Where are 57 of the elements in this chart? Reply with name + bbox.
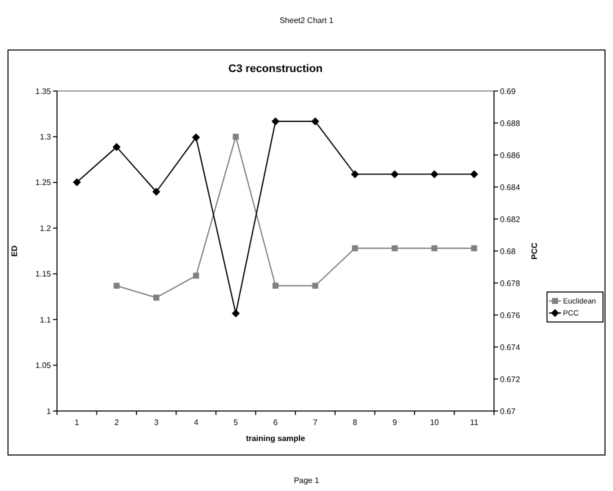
point [470, 170, 478, 178]
point [192, 133, 200, 142]
y-tick-label: 1.15 [35, 270, 52, 279]
y2-tick-label: 0.676 [500, 310, 521, 320]
x-tick-label: 8 [352, 418, 358, 427]
point [112, 143, 121, 151]
point [272, 282, 278, 289]
y2-tick-label: 0.67 [500, 406, 516, 416]
x-tick-label: 4 [194, 418, 199, 427]
point [232, 134, 239, 140]
point [72, 178, 81, 186]
x-tick-label: 3 [154, 418, 160, 427]
x-axis-title: training sample [246, 434, 306, 443]
y2-tick-label: 0.672 [500, 374, 521, 384]
point [392, 245, 398, 252]
point [311, 117, 320, 126]
x-tick-label: 5 [234, 418, 239, 427]
y2-tick-label: 0.678 [500, 278, 521, 288]
y2-tick-label: 0.686 [500, 150, 521, 160]
point [390, 170, 399, 178]
x-tick-label: 1 [74, 418, 80, 427]
y2-tick-label: 0.69 [500, 86, 516, 96]
point [153, 294, 160, 301]
point [431, 245, 438, 252]
x-tick-label: 6 [273, 418, 278, 427]
x-tick-label: 11 [470, 418, 479, 427]
x-tick-label: 7 [313, 418, 318, 427]
x-tick-label: 9 [392, 418, 398, 427]
point [114, 282, 120, 289]
y2-tick-label: 0.674 [500, 342, 521, 352]
point [312, 282, 318, 289]
y2-tick-label: 0.688 [500, 118, 521, 128]
text: Sheet2 Chart 1 [280, 16, 334, 25]
y-tick-label: 1.2 [40, 224, 52, 233]
y-tick-label: 1 [46, 406, 52, 416]
y2-tick-label: 0.68 [500, 246, 516, 256]
x-tick-label: 10 [430, 418, 440, 427]
point [193, 272, 200, 279]
y-tick-label: 1.3 [40, 132, 52, 142]
y2-tick-label: 0.682 [500, 214, 521, 224]
chart-title: C3 reconstruction [228, 63, 323, 75]
point [350, 170, 359, 178]
point [352, 245, 358, 252]
point [272, 117, 280, 126]
point [232, 309, 240, 318]
y-axis-title: ED [10, 245, 19, 257]
y-tick-label: 1.05 [35, 361, 52, 370]
y-tick-label: 1.1 [40, 315, 52, 324]
text: Page 1 [294, 476, 320, 485]
x-tick-label: 2 [114, 418, 120, 427]
point [430, 170, 438, 178]
point [471, 245, 478, 252]
y-tick-label: 1.35 [35, 86, 52, 96]
y2-tick-label: 0.684 [500, 182, 521, 192]
point [152, 188, 160, 196]
y-tick-label: 1.25 [35, 178, 52, 188]
y2-axis-title: PCC [530, 242, 539, 260]
